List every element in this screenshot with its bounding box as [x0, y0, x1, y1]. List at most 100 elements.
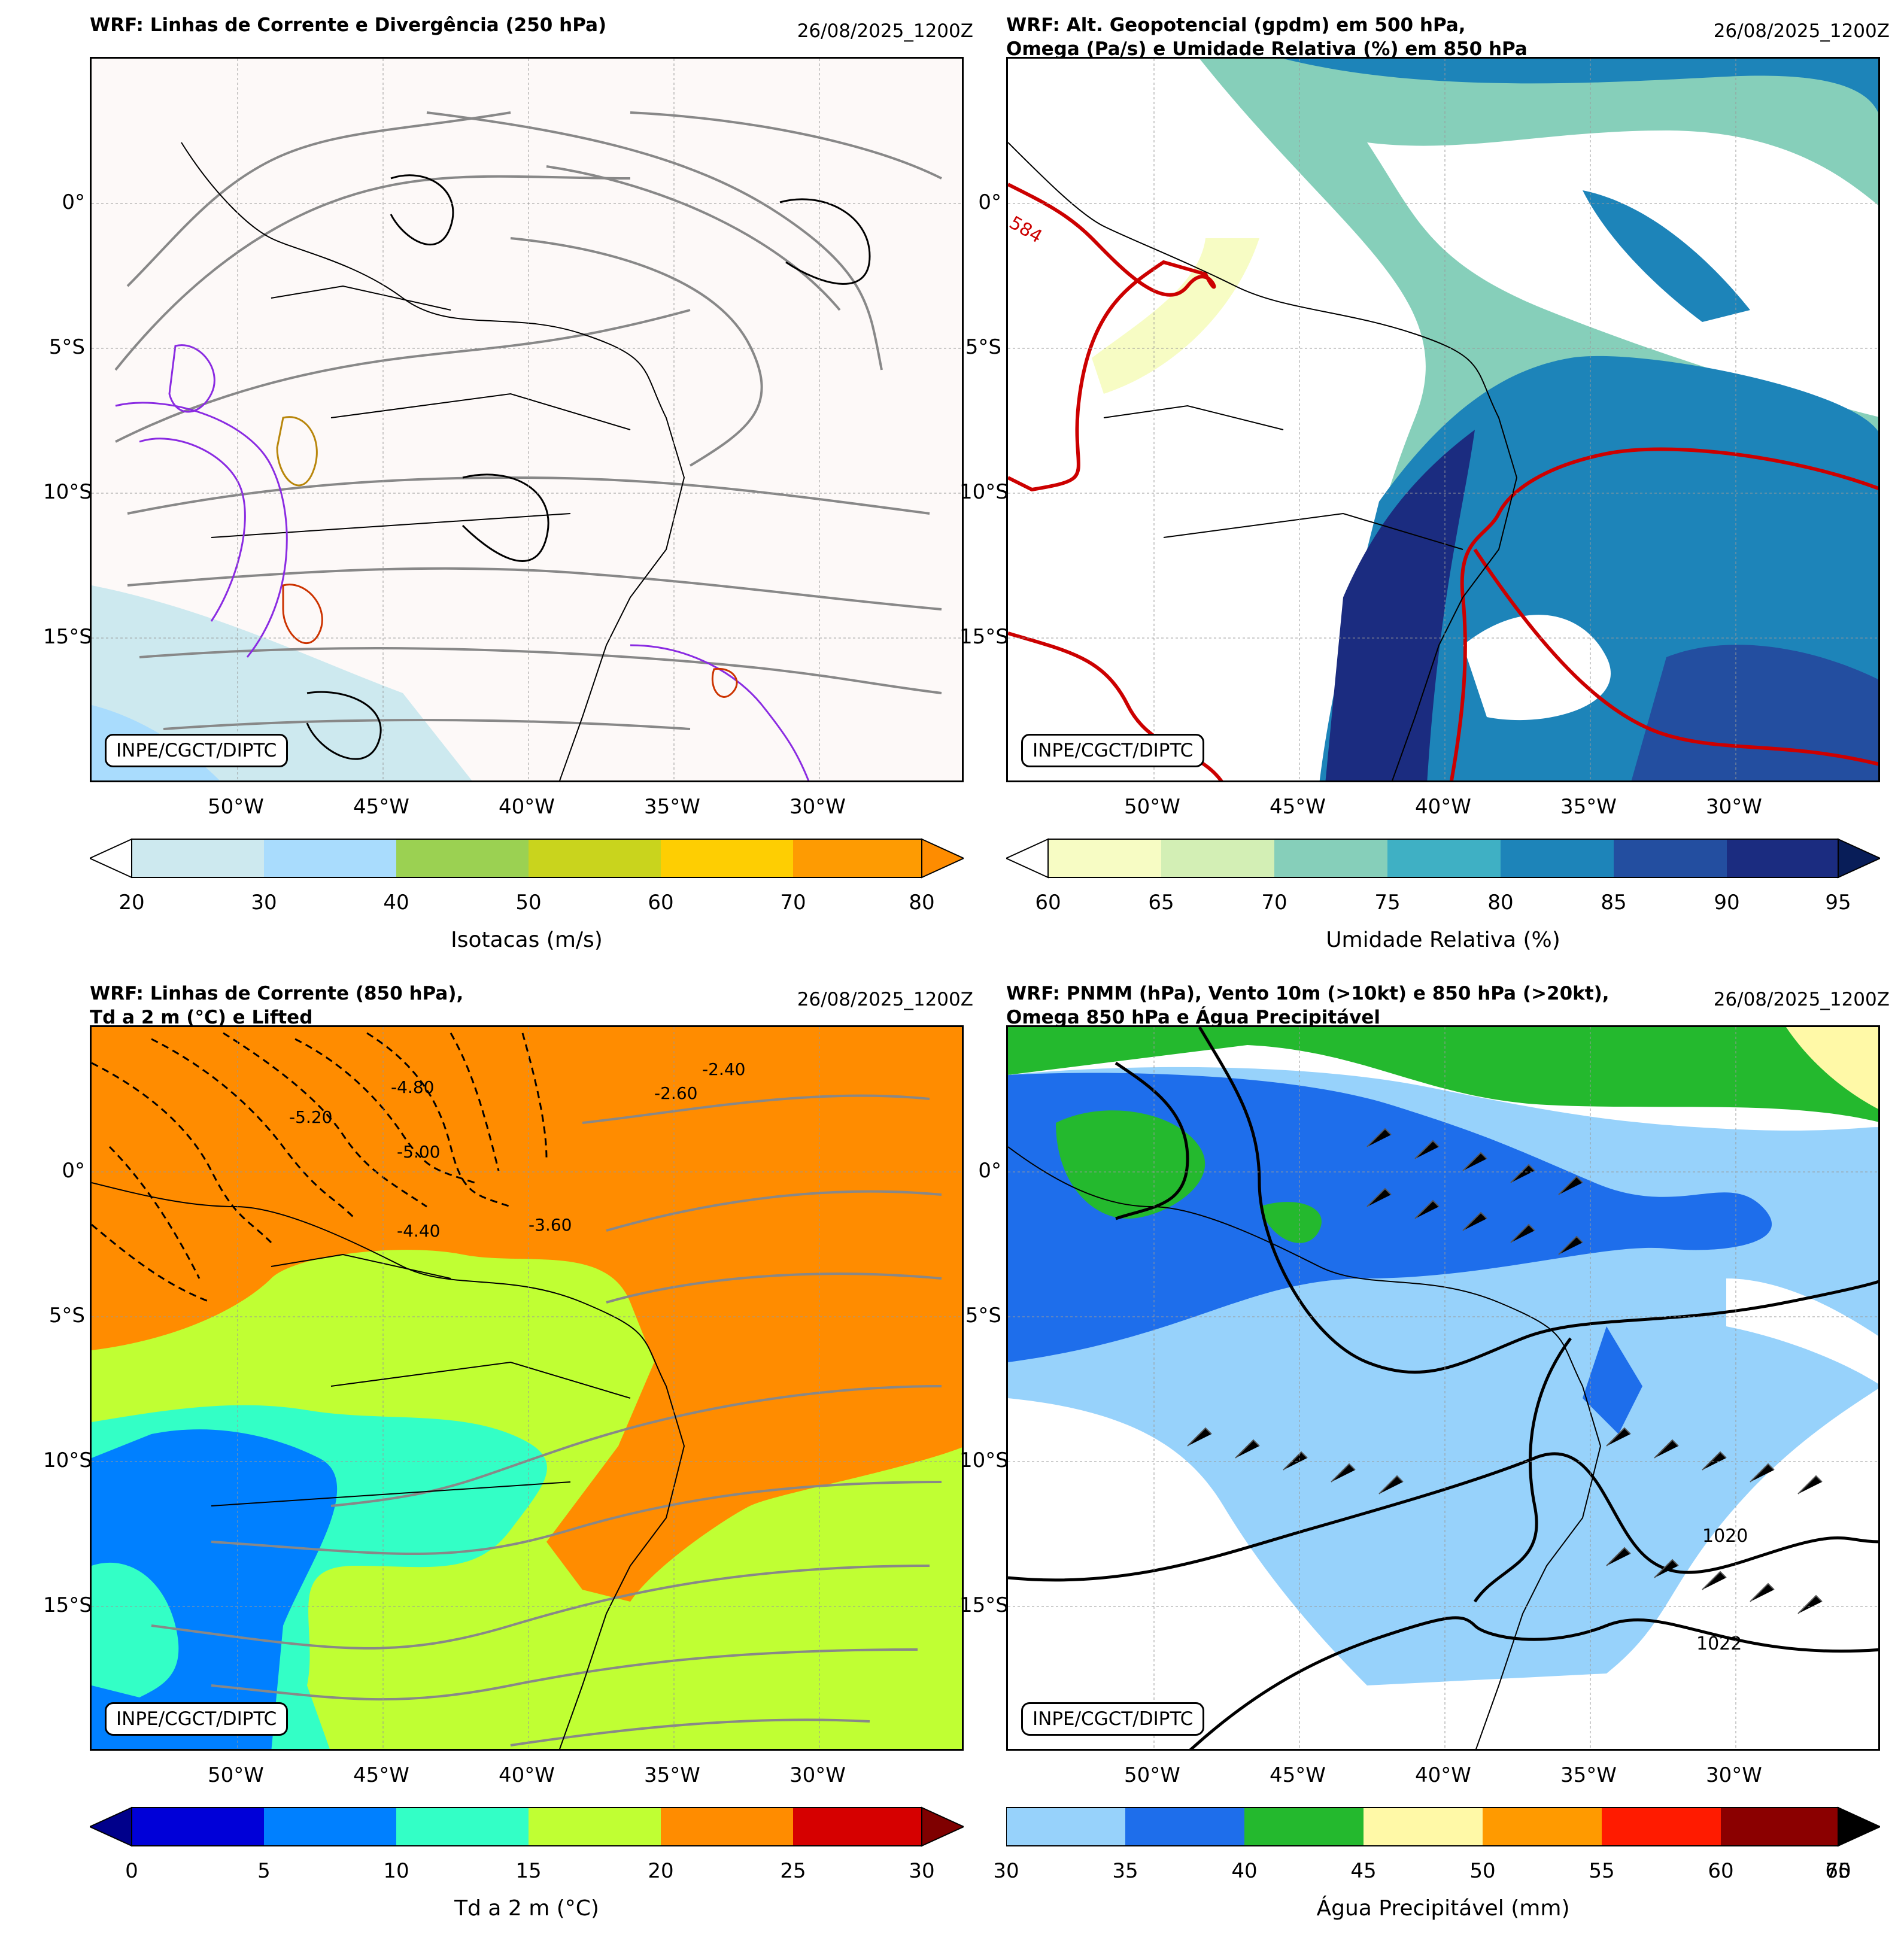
- colorbar-label: Td a 2 m (°C): [454, 1896, 599, 1921]
- lat-label: 15°S: [43, 625, 92, 649]
- divergence-contours: [115, 174, 871, 780]
- map-precipitable-water: 1020 1022 INPE/CGCT/DIPTC: [1006, 1025, 1880, 1751]
- colorbar-tick: 40: [383, 891, 409, 915]
- colorbar-tick: 55: [1589, 1859, 1615, 1883]
- lat-label: 5°S: [965, 335, 1001, 359]
- panel-date: 26/08/2025_1200Z: [1713, 20, 1890, 42]
- colorbar-tick: 60: [1708, 1859, 1734, 1883]
- contour-label: -2.40: [702, 1059, 745, 1079]
- colorbar-tick: 45: [1350, 1859, 1377, 1883]
- lon-label: 30°W: [1706, 795, 1762, 819]
- colorbar-tick: 50: [1469, 1859, 1496, 1883]
- streamlines: [114, 111, 942, 730]
- contour-label: -4.40: [397, 1221, 440, 1241]
- panel-title: WRF: Linhas de Corrente e Divergência (2…: [90, 14, 607, 36]
- map-relative-humidity: 584 INPE/CGCT/DIPTC: [1006, 57, 1880, 782]
- colorbar-tick: 65: [1825, 1859, 1851, 1883]
- lat-label: 10°S: [959, 1448, 1009, 1472]
- graticule: [1008, 59, 1878, 780]
- lon-label: 50°W: [208, 1763, 264, 1787]
- colorbar-tick: 80: [909, 891, 935, 915]
- colorbar-tick: 60: [648, 891, 674, 915]
- lat-label: 15°S: [959, 625, 1009, 649]
- lon-label: 30°W: [789, 795, 846, 819]
- panel-title: WRF: Alt. Geopotencial (gpdm) em 500 hPa…: [1006, 14, 1528, 60]
- colorbar: [1006, 1806, 1880, 1847]
- lon-label: 40°W: [1415, 1763, 1471, 1787]
- colorbar-tick: 95: [1825, 891, 1851, 915]
- contour-label: -2.60: [654, 1083, 697, 1103]
- lat-label: 10°S: [43, 480, 92, 504]
- lon-label: 45°W: [353, 795, 409, 819]
- colorbar-tick: 40: [1231, 1859, 1258, 1883]
- lifted-index-contours: [92, 1032, 548, 1304]
- colorbar-tick: 30: [993, 1859, 1019, 1883]
- lat-label: 0°: [978, 190, 1001, 214]
- panel-date: 26/08/2025_1200Z: [797, 20, 973, 42]
- colorbar-tick: 30: [909, 1859, 935, 1883]
- panel-pressure-wind-pw: WRF: PNMM (hPa), Vento 10m (>10kt) e 850…: [959, 968, 1893, 1932]
- map-graphic: 584: [1008, 59, 1878, 780]
- lon-label: 30°W: [789, 1763, 846, 1787]
- lat-label: 0°: [62, 190, 85, 214]
- contour-label: -5.00: [397, 1142, 440, 1162]
- geopotential-contours: [1008, 183, 1878, 780]
- colorbar-tick: 25: [780, 1859, 806, 1883]
- streamlines: [151, 1094, 942, 1747]
- panel-divergence-250hpa: WRF: Linhas de Corrente e Divergência (2…: [43, 0, 977, 964]
- colorbar-tick: 15: [515, 1859, 542, 1883]
- credit-label: INPE/CGCT/DIPTC: [1021, 734, 1205, 767]
- lon-label: 50°W: [208, 795, 264, 819]
- lon-label: 45°W: [353, 1763, 409, 1787]
- colorbar-tick: 35: [1112, 1859, 1138, 1883]
- colorbar-tick: 5: [257, 1859, 271, 1883]
- colorbar-tick: 80: [1487, 891, 1514, 915]
- colorbar-tick: 50: [515, 891, 542, 915]
- map-dewpoint-streamlines: -5.20 -5.00 -4.80 -4.40 -3.60 -2.40 -2.6…: [90, 1025, 964, 1751]
- lon-label: 45°W: [1270, 795, 1326, 819]
- contour-label: 1020: [1702, 1526, 1748, 1547]
- lon-label: 35°W: [644, 1763, 700, 1787]
- colorbar-tick: 10: [383, 1859, 409, 1883]
- colorbar-tick: 85: [1601, 891, 1627, 915]
- lat-label: 0°: [978, 1159, 1001, 1183]
- lat-label: 10°S: [959, 480, 1009, 504]
- map-streamlines-divergence: INPE/CGCT/DIPTC: [90, 57, 964, 782]
- panel-date: 26/08/2025_1200Z: [1713, 989, 1890, 1010]
- lon-label: 50°W: [1124, 795, 1180, 819]
- colorbar-tick: 65: [1148, 891, 1174, 915]
- coastline: [1008, 142, 1518, 780]
- colorbar-label: Umidade Relativa (%): [1326, 928, 1560, 952]
- colorbar-tick: 20: [119, 891, 145, 915]
- panel-title: WRF: Linhas de Corrente (850 hPa), Td a …: [90, 983, 464, 1028]
- lat-label: 15°S: [43, 1593, 92, 1617]
- colorbar-tick: 70: [1261, 891, 1287, 915]
- graticule: [1008, 1027, 1878, 1749]
- colorbar-tick: 75: [1374, 891, 1401, 915]
- lon-label: 30°W: [1706, 1763, 1762, 1787]
- colorbar-tick: 60: [1035, 891, 1061, 915]
- colorbar-tick: 20: [648, 1859, 674, 1883]
- colorbar-tick: 30: [251, 891, 277, 915]
- credit-label: INPE/CGCT/DIPTC: [105, 734, 289, 767]
- graticule: [92, 59, 962, 780]
- panel-title: WRF: PNMM (hPa), Vento 10m (>10kt) e 850…: [1006, 983, 1610, 1028]
- credit-label: INPE/CGCT/DIPTC: [1021, 1702, 1205, 1736]
- lon-label: 45°W: [1270, 1763, 1326, 1787]
- lat-label: 5°S: [48, 335, 85, 359]
- lon-label: 35°W: [1560, 1763, 1617, 1787]
- lat-label: 15°S: [959, 1593, 1009, 1617]
- lon-label: 40°W: [499, 795, 555, 819]
- colorbar: [90, 1806, 964, 1847]
- contour-label: -3.60: [529, 1215, 572, 1235]
- coastline: [181, 142, 685, 780]
- map-graphic: 1020 1022: [1008, 1027, 1878, 1749]
- lon-label: 35°W: [644, 795, 700, 819]
- lon-label: 50°W: [1124, 1763, 1180, 1787]
- lat-label: 10°S: [43, 1448, 92, 1472]
- contour-label: -4.80: [391, 1077, 434, 1097]
- colorbar-tick: 0: [125, 1859, 138, 1883]
- panel-dewpoint-lifted: WRF: Linhas de Corrente (850 hPa), Td a …: [43, 968, 977, 1932]
- graticule: [92, 1027, 962, 1749]
- lat-label: 5°S: [965, 1304, 1001, 1328]
